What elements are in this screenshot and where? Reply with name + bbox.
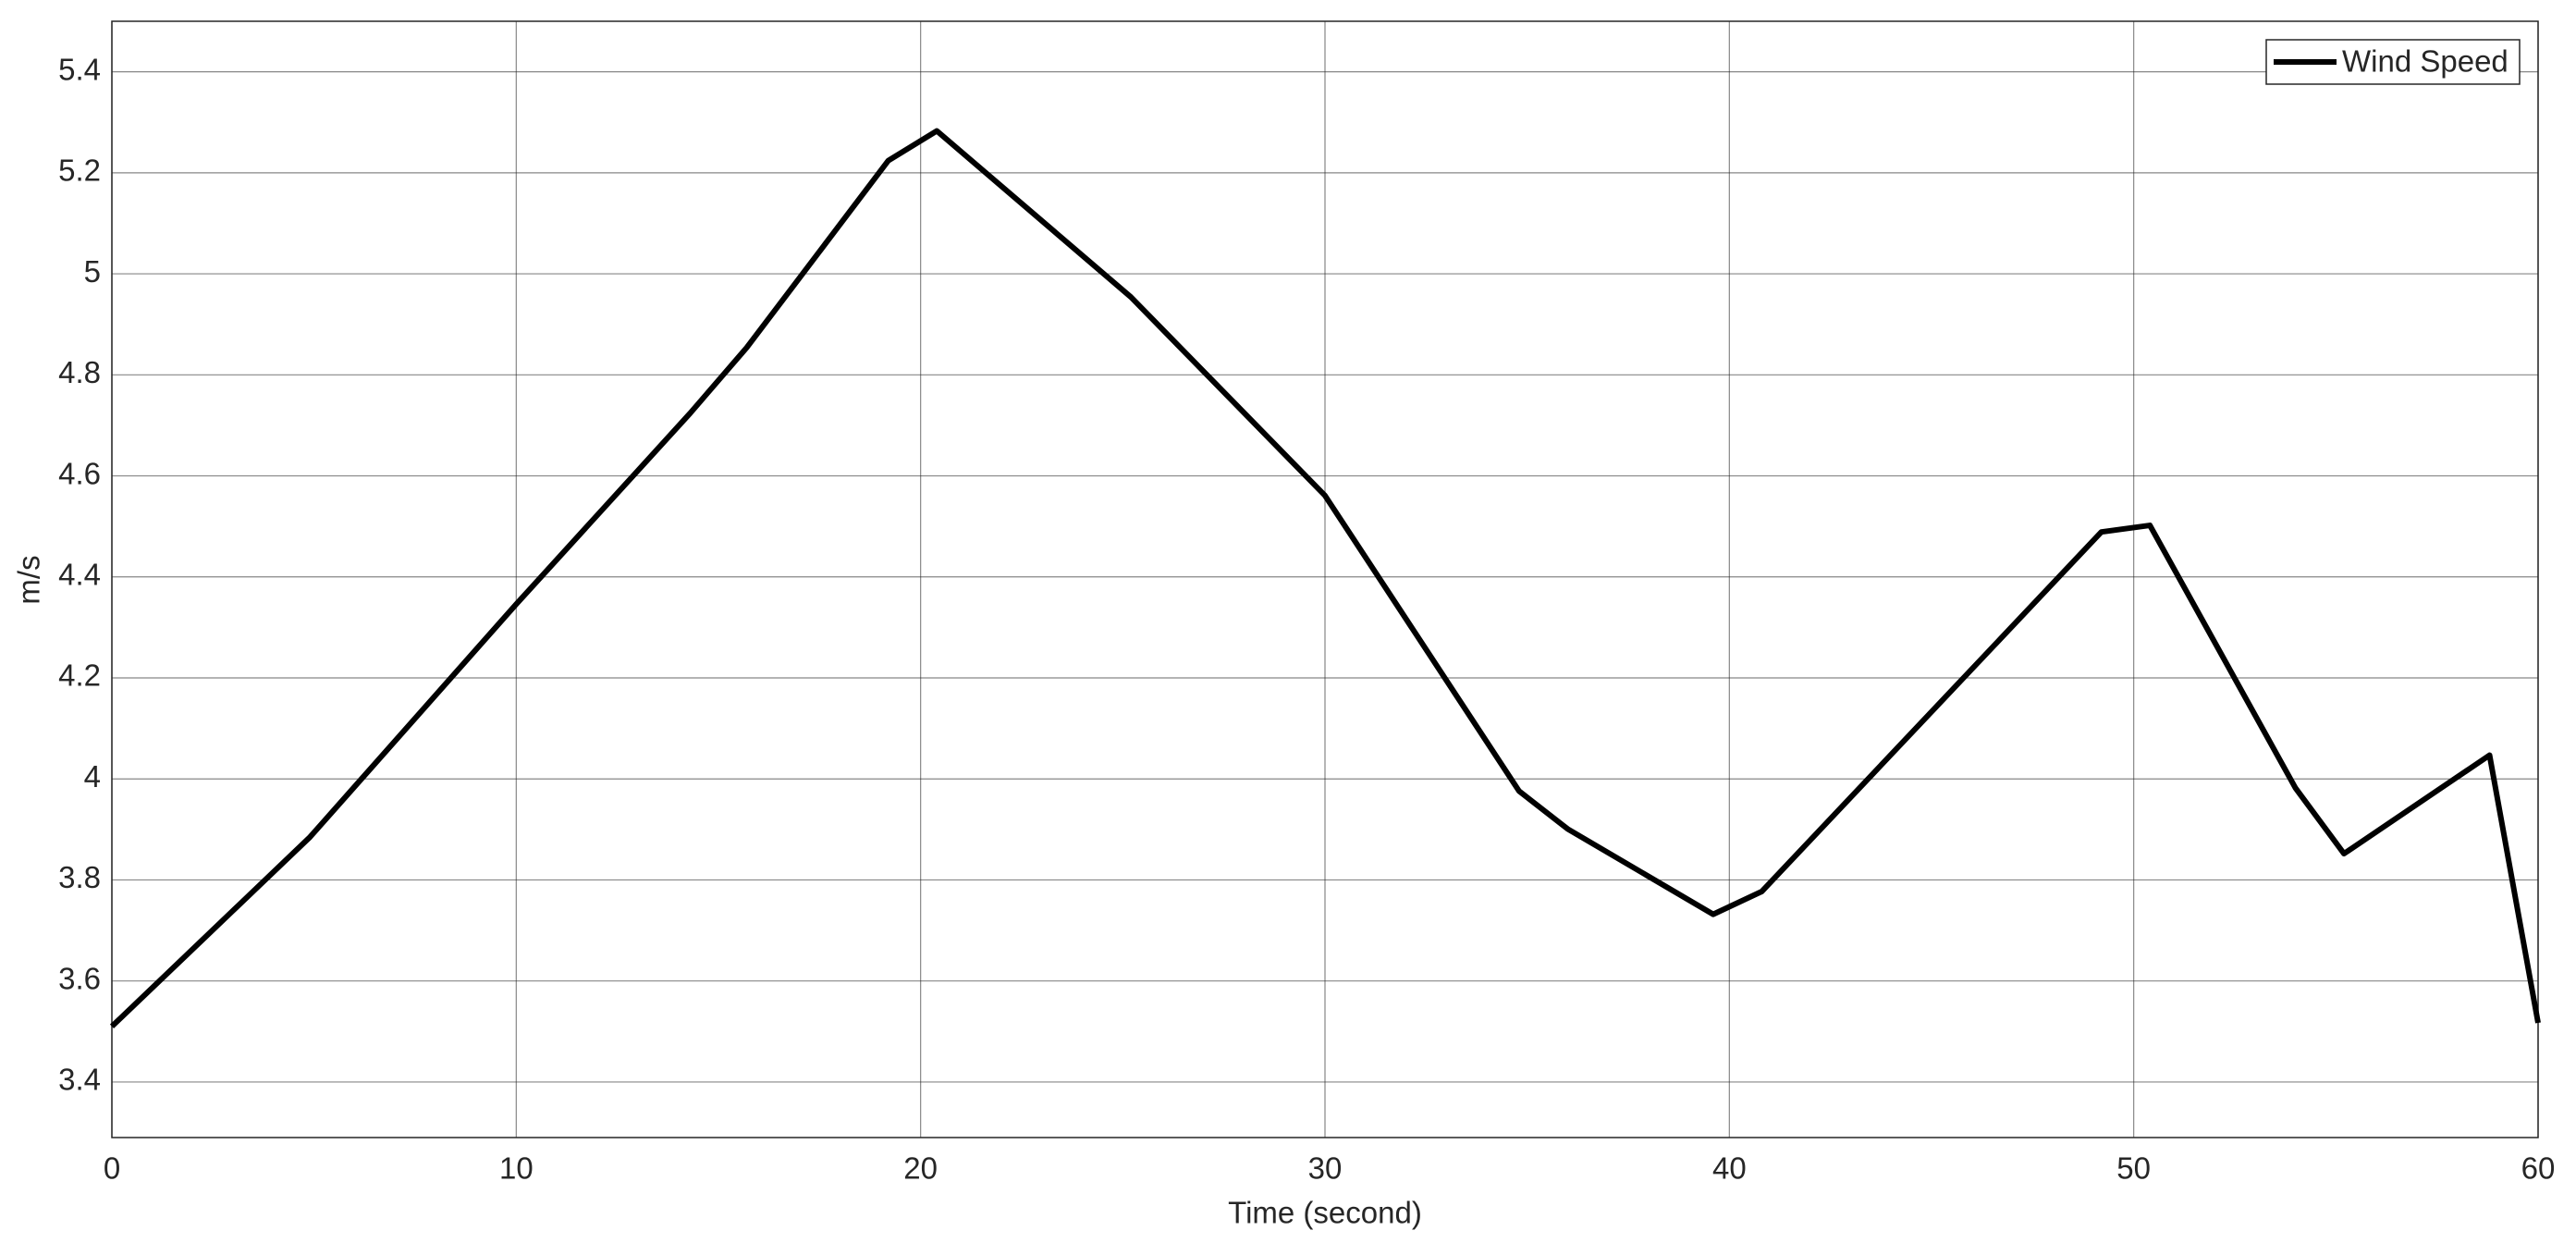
y-tick-label: 5.2 [58,154,101,188]
data-line [109,128,2541,1029]
x-tick-label: 60 [2521,1151,2556,1186]
y-tick-label: 3.4 [58,1063,101,1097]
y-tick-label: 5 [84,254,101,289]
y-tick-label: 5.4 [58,52,101,86]
y-tick-label: 4.6 [58,456,101,490]
y-tick-label: 3.8 [58,860,101,894]
legend-label: Wind Speed [2342,44,2509,79]
x-tick-label: 50 [2116,1151,2151,1186]
y-tick-label: 3.6 [58,961,101,995]
x-tick-label: 40 [1712,1151,1747,1186]
y-tick-label: 4 [84,759,101,794]
x-tick-label: 0 [104,1151,120,1186]
axes-box [111,20,2539,1138]
y-tick-label: 4.8 [58,355,101,389]
x-tick-label: 10 [499,1151,534,1186]
x-tick-label: 30 [1308,1151,1343,1186]
x-axis-label: Time (second) [1228,1196,1422,1230]
y-tick-label: 4.2 [58,658,101,693]
y-axis-label: m/s [12,555,46,604]
y-tick-label: 4.4 [58,557,101,591]
x-tick-label: 20 [903,1151,938,1186]
